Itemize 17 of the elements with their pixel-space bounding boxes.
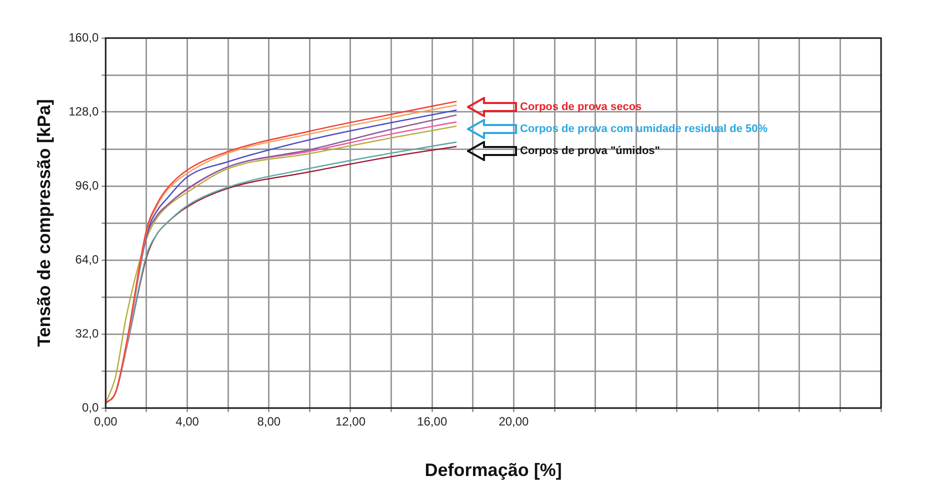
y-tick-label: 64,0	[75, 252, 99, 266]
x-tick-label: 12,00	[335, 414, 366, 429]
y-tick-label: 32,0	[75, 326, 99, 340]
annotation: Corpos de prova "úmidos"	[520, 145, 660, 158]
x-tick-label: 20,00	[498, 414, 530, 429]
y-tick-label: 128,0	[68, 104, 99, 118]
y-tick-label: 96,0	[75, 178, 99, 192]
y-axis-title: Tensão de compressão [kPa]	[34, 99, 54, 347]
annotation: Corpos de prova secos	[520, 101, 642, 114]
y-tick-label: 0,0	[82, 400, 99, 414]
y-tick-label: 160,0	[68, 30, 99, 44]
x-tick-label: 0,00	[94, 414, 118, 429]
annotation: Corpos de prova com umidade residual de 50%	[520, 123, 768, 136]
x-tick-label: 16,00	[417, 414, 448, 429]
x-tick-label: 4,00	[176, 414, 200, 429]
x-tick-label: 8,00	[257, 414, 281, 429]
x-axis-title: Deformação [%]	[424, 460, 562, 480]
